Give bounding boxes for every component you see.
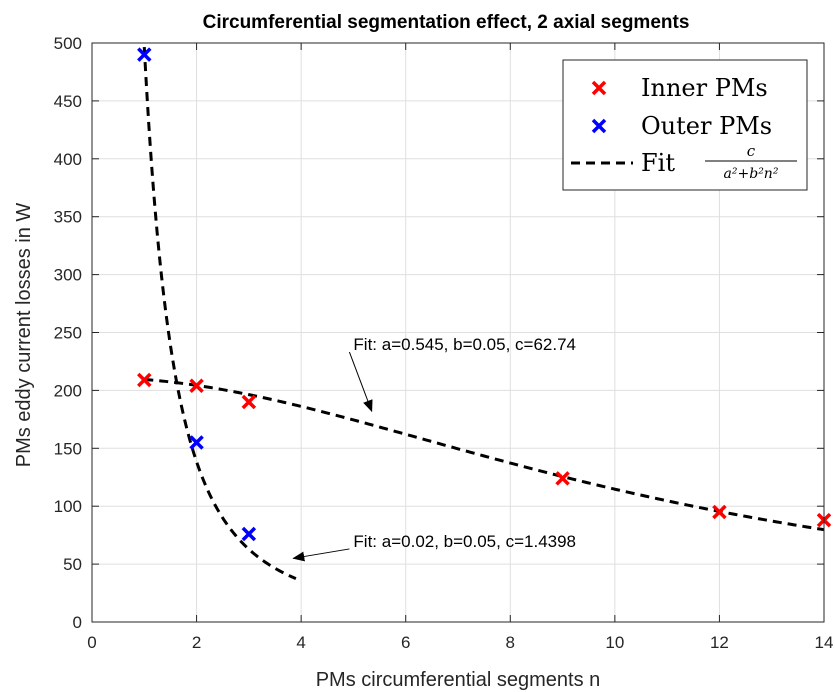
annotation-arrow-1 [348,351,373,413]
legend-label-2: Outer PMs [641,112,772,140]
x-tick-label: 6 [401,633,410,652]
x-tick-label: 0 [87,633,96,652]
chart-title: Circumferential segmentation effect, 2 a… [203,12,690,33]
inner-pm-point [555,471,570,486]
y-tick-label: 250 [54,324,82,343]
marker-stroke [189,378,204,394]
y-tick-label: 150 [54,439,82,458]
x-tick-label: 4 [296,633,305,652]
legend-marker-2 [591,118,607,134]
marker-stroke [712,504,727,520]
marker-stroke [137,372,152,388]
inner-pm-point [241,394,257,410]
annotation-text-1: Fit: a=0.545, b=0.05, c=62.74 [353,335,576,354]
marker-stroke [189,435,204,450]
y-tick-label: 300 [54,266,82,285]
annotations: Fit: a=0.545, b=0.05, c=62.74 Fit: a=0.02… [292,335,576,562]
x-tick-label: 14 [815,633,834,652]
fit-curves [142,46,825,580]
legend-fit-numerator: c [747,142,756,160]
marker-stroke [591,80,607,96]
fit-curve-1 [144,377,825,532]
outer-pm-point [137,47,152,62]
y-tick-label: 400 [54,150,82,169]
outer-pm-point [241,526,257,542]
inner-pm-point [189,378,204,394]
marker-stroke [241,526,257,542]
axis-ticks: 0 2 4 6 8 10 12 14 0 50 100 150 200 250 300 350 400 450 50… [54,34,834,652]
inner-pm-point [137,372,152,388]
y-tick-label: 350 [54,208,82,227]
x-tick-label: 12 [710,633,729,652]
marker-stroke [137,47,152,62]
annotation-arrow-2 [292,548,350,562]
marker-stroke [555,471,570,486]
fit-curve-2 [142,46,297,580]
x-tick-label: 8 [506,633,515,652]
outer-pm-point [189,435,204,450]
legend-label-1: Inner PMs [641,74,768,102]
y-tick-label: 200 [54,381,82,400]
y-tick-label: 50 [63,555,82,574]
x-axis-label: PMs circumferential segments n [316,669,601,691]
marker-stroke [591,118,607,134]
legend-fit-denominator: a²+b²n² [724,166,779,182]
legend-marker-1 [591,80,607,96]
legend-fit-label: Fit [641,149,675,177]
inner-pm-point [712,504,727,520]
y-axis-label: PMs eddy current losses in W [13,203,35,468]
y-tick-label: 450 [54,92,82,111]
x-tick-label: 2 [192,633,201,652]
y-tick-label: 100 [54,497,82,516]
legend: Inner PMs Outer PMs Fit c a²+b²n² [562,59,808,191]
x-tick-label: 10 [605,633,624,652]
y-tick-label: 500 [54,34,82,53]
annotation-text-2: Fit: a=0.02, b=0.05, c=1.4398 [353,532,576,551]
marker-stroke [241,394,257,410]
y-tick-label: 0 [73,613,82,632]
